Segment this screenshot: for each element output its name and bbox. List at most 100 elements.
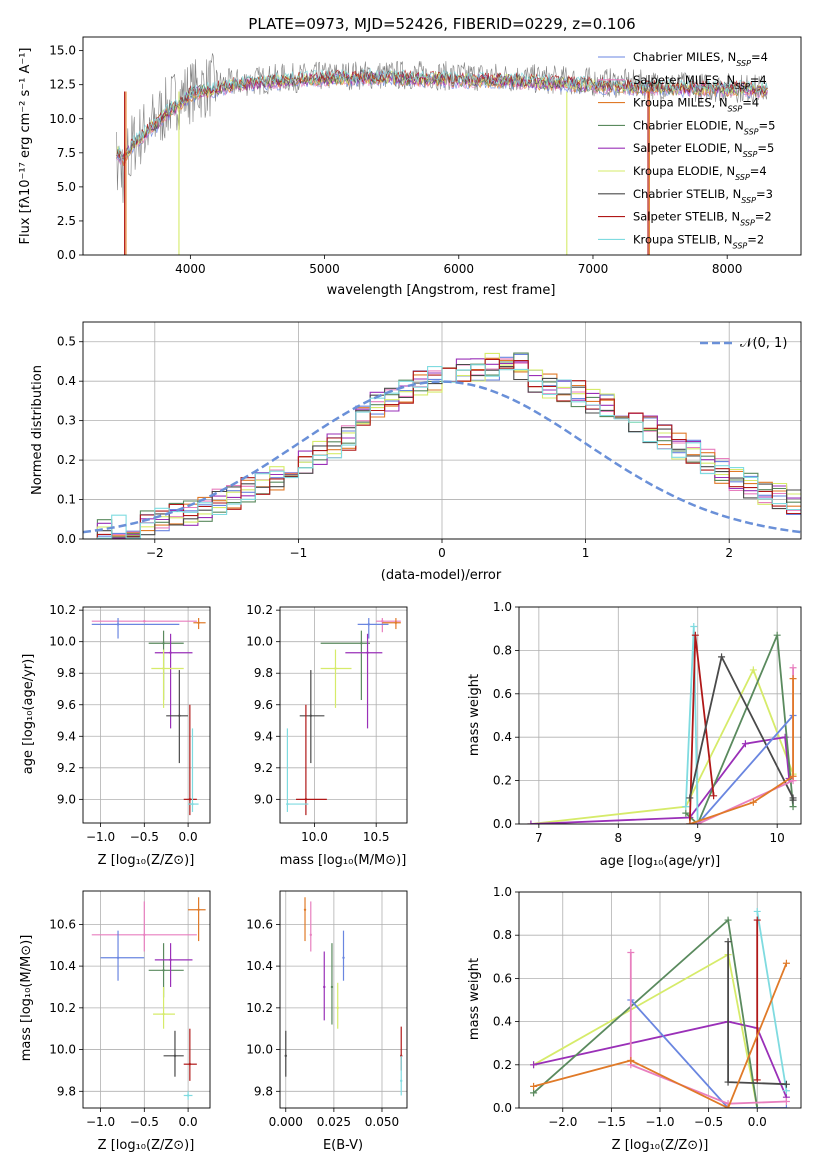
axes-frame	[518, 606, 802, 825]
y-tick-label: 10.2	[246, 1001, 273, 1015]
weight-line-kroupa_elodie	[530, 667, 794, 824]
data-point-chabrier_elodie	[162, 642, 165, 645]
legend-label-chabrier_miles: Chabrier MILES, NSSP=4	[633, 50, 768, 68]
x-tick-label: 1	[582, 546, 590, 560]
data-point-kroupa_stelib	[186, 1094, 190, 1097]
x-tick-label: −1.0	[645, 1115, 674, 1129]
weight-marker-chabrier_stelib	[718, 653, 726, 661]
data-point-kroupa_elodie	[162, 667, 165, 670]
data-point-chabrier_miles	[342, 956, 345, 959]
y-tick-label: 9.4	[57, 729, 76, 743]
data-point-salpeter_elodie	[169, 651, 172, 654]
y-tick-label: 0.0	[57, 532, 76, 546]
data-point-kroupa_stelib	[400, 1079, 403, 1083]
weight-marker-chabrier_elodie	[530, 1089, 538, 1097]
data-point-chabrier_elodie	[360, 642, 363, 645]
weight-marker-salpeter_elodie	[527, 820, 535, 824]
weight-marker-salpeter_miles	[782, 1098, 790, 1106]
weight-marker-chabrier_stelib	[782, 1080, 790, 1088]
y-tick-label: 0.6	[493, 687, 512, 701]
mass-weight-vs-metallicity-panel: −2.0 −1.5 −1.0 −0.5 0.0 0.0 0.2 0.4 0.6 0.8 1.0	[493, 885, 802, 1129]
data-point-salpeter_elodie	[366, 651, 369, 654]
plot-area	[527, 623, 797, 824]
data-point-chabrier_stelib	[173, 1054, 177, 1058]
mass-z-ylabel: mass [log₁₀(M/M⊙)]	[19, 935, 34, 1062]
histogram-step-chabrier_stelib	[83, 363, 801, 539]
y-tick-label: 10.0	[49, 112, 76, 126]
x-tick-label: 0.0	[179, 1115, 198, 1129]
data-point-salpeter_stelib	[304, 798, 308, 801]
weight-marker-salpeter_stelib	[753, 916, 761, 924]
data-point-salpeter_elodie	[323, 985, 326, 989]
y-tick-label: 2.5	[57, 214, 76, 228]
y-tick-label: 0.6	[493, 971, 512, 985]
legend-label-kroupa_stelib: Kroupa STELIB, NSSP=2	[633, 232, 764, 250]
y-tick-label: 0.3	[57, 414, 76, 428]
y-tick-label: 9.0	[57, 792, 76, 806]
data-point-salpeter_miles	[143, 933, 146, 937]
x-tick-label: −2.0	[548, 1115, 577, 1129]
y-tick-label: 0.5	[57, 335, 76, 349]
weight-line-chabrier_miles	[689, 714, 794, 824]
y-tick-label: 0.4	[493, 730, 512, 744]
spectrum-panel: 4000 5000 6000 7000 8000 0.0 2.5 5.0 7.5 10.0 12.5…	[49, 36, 802, 276]
x-tick-label: 0.0	[748, 1115, 767, 1129]
data-point-salpeter_miles	[381, 619, 384, 623]
y-tick-label: 10.4	[246, 959, 273, 973]
y-tick-label: 0.2	[493, 774, 512, 788]
y-tick-label: 10.0	[49, 1043, 76, 1057]
legend-label-salpeter_stelib: Salpeter STELIB, NSSP=2	[633, 210, 772, 228]
x-tick-label: 0.0	[179, 830, 198, 844]
x-tick-label: 10.5	[363, 830, 390, 844]
data-point-chabrier_stelib	[309, 714, 313, 717]
weight-line-kroupa_miles	[689, 678, 794, 824]
x-tick-label: −2	[146, 546, 164, 560]
weight-line-chabrier_elodie	[685, 634, 794, 824]
y-tick-label: 0.4	[493, 1015, 512, 1029]
y-tick-label: 10.2	[49, 603, 76, 617]
data-point-kroupa_elodie	[336, 1006, 339, 1010]
data-point-salpeter_miles	[309, 933, 312, 937]
y-tick-label: 0.4	[57, 374, 76, 388]
weight-line-kroupa_miles	[533, 962, 788, 1108]
weight-age-xlabel: age [log₁₀(age/yr)]	[600, 854, 721, 869]
weight-marker-chabrier_elodie	[724, 916, 732, 924]
legend-label-salpeter_elodie: Salpeter ELODIE, NSSP=5	[633, 141, 774, 159]
y-tick-label: 0.0	[57, 248, 76, 262]
gaussian-reference-curve	[83, 380, 801, 534]
weight-marker-chabrier_miles	[782, 1104, 790, 1108]
data-point-kroupa_miles	[197, 908, 200, 911]
data-point-chabrier_elodie	[330, 985, 334, 989]
weight-z-ylabel: mass weight	[467, 958, 482, 1040]
y-tick-label: 0.2	[493, 1058, 512, 1072]
residual-histogram-panel: −2 −1 0 1 2 0.0 0.1 0.2 0.3 0.4 0.5 𝒩(0, 1)	[57, 321, 802, 560]
y-tick-label: 10.4	[49, 959, 76, 973]
x-tick-label: 8	[614, 831, 622, 845]
y-tick-label: 9.6	[254, 698, 273, 712]
y-tick-label: 9.2	[57, 761, 76, 775]
y-tick-label: 7.5	[57, 146, 76, 160]
x-tick-label: −0.5	[694, 1115, 723, 1129]
x-tick-label: 5000	[309, 262, 340, 276]
spectrum-ylabel: Flux [fλ10⁻¹⁷ erg cm⁻² s⁻¹ A⁻¹]	[18, 48, 33, 245]
weight-marker-kroupa_miles	[789, 675, 797, 683]
y-tick-label: 0.8	[493, 643, 512, 657]
weight-marker-kroupa_miles	[627, 1056, 635, 1064]
x-tick-label: 0.000	[269, 1115, 303, 1129]
axes-frame	[82, 606, 211, 824]
x-tick-label: −1	[290, 546, 308, 560]
weight-marker-chabrier_stelib	[724, 1078, 732, 1086]
age-z-ylabel: age [log₁₀(age/yr)]	[21, 654, 36, 775]
x-tick-label: 8000	[712, 262, 743, 276]
data-point-chabrier_miles	[116, 623, 120, 626]
mass-vs-metallicity-panel: −1.0 −0.5 0.0 9.8 10.0 10.2 10.4 10.6	[49, 890, 211, 1129]
legend-label-gaussian: 𝒩(0, 1)	[740, 336, 787, 351]
model-fit-line-kroupa_stelib	[116, 67, 768, 162]
weight-marker-chabrier_elodie	[682, 809, 690, 817]
weight-marker-salpeter_miles	[789, 664, 797, 672]
y-tick-label: 9.4	[254, 729, 273, 743]
y-tick-label: 10.0	[246, 1043, 273, 1057]
plot-area	[286, 618, 401, 816]
data-point-salpeter_stelib	[188, 798, 192, 801]
y-tick-label: 12.5	[49, 78, 76, 92]
